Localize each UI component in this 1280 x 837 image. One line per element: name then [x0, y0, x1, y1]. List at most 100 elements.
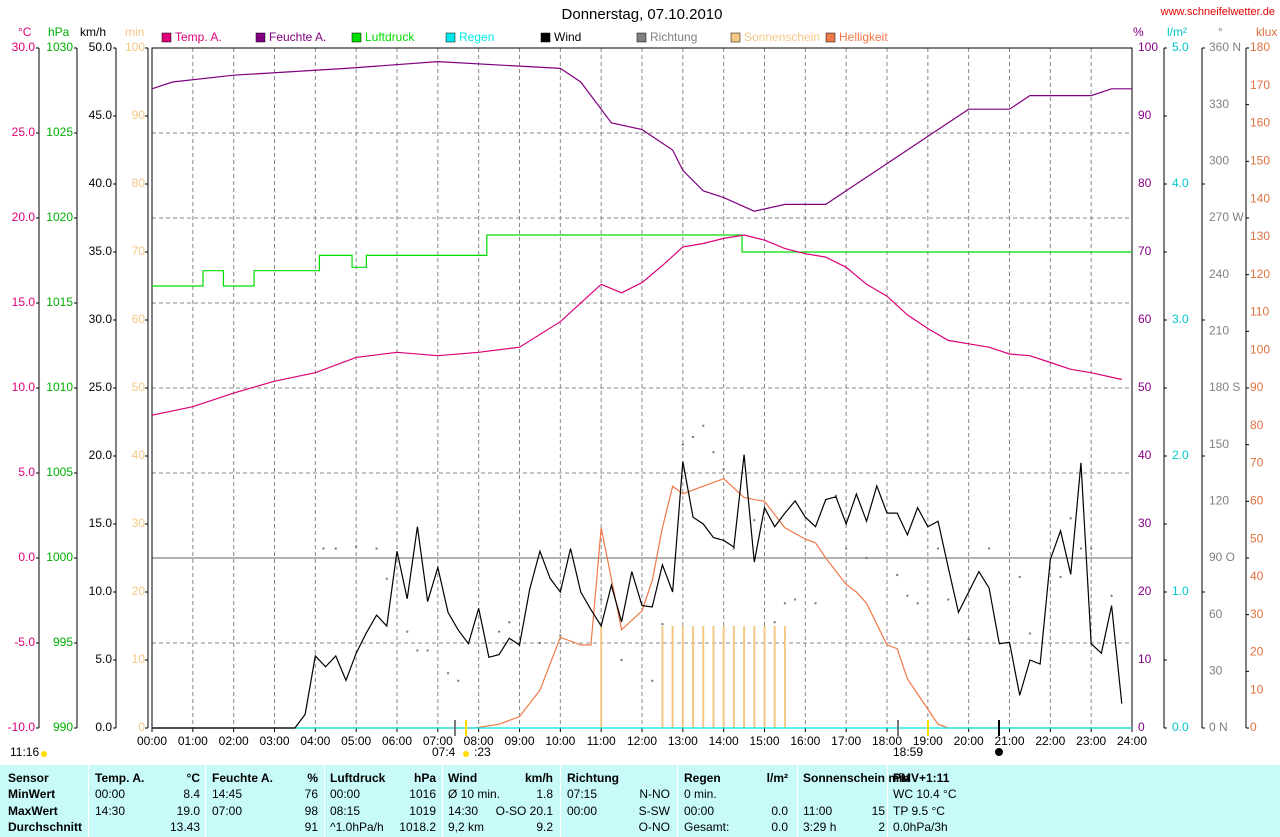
table-cell: MaxWert	[8, 803, 58, 818]
y-tick-label: 0.0	[1172, 720, 1189, 734]
y-tick-label: 360 N	[1209, 40, 1241, 54]
y-tick-label: 130	[1250, 229, 1270, 243]
y-tick-label: 90 O	[1209, 550, 1235, 564]
table-cell: 9,2 km	[448, 820, 485, 834]
direction-dot	[1069, 517, 1072, 520]
y-tick-label: 30	[1209, 664, 1223, 678]
y-tick-label: 0	[138, 720, 145, 734]
column-separator	[205, 765, 206, 837]
y-tick-label: 70	[1138, 244, 1152, 258]
table-cell: Luftdruck	[330, 771, 386, 785]
x-tick-label: 04:00	[300, 734, 330, 748]
y-tick-label: 40.0	[89, 176, 113, 190]
y-tick-label: 995	[53, 635, 73, 649]
y-tick-label: 5.0	[95, 652, 112, 666]
table-cell: Sonnenschein min	[803, 771, 910, 785]
y-tick-label: 50	[1250, 531, 1264, 545]
direction-dot	[620, 658, 623, 662]
y-tick-label: 5.0	[18, 465, 35, 479]
direction-dot	[416, 649, 419, 652]
axis-label: min	[125, 25, 144, 39]
direction-dot	[732, 547, 736, 550]
table-cell: Temp. A.	[95, 771, 145, 785]
y-tick-label: 80	[1250, 418, 1264, 432]
table-cell: Ø 10 min.	[448, 787, 501, 801]
moon-icon	[995, 748, 1003, 756]
y-tick-label: 4.0	[1172, 176, 1189, 190]
y-tick-label: 170	[1250, 78, 1270, 92]
x-tick-label: 12:00	[627, 734, 657, 748]
legend-label: Regen	[459, 30, 494, 44]
y-tick-label: 990	[53, 720, 73, 734]
x-tick-label: 13:00	[668, 734, 698, 748]
y-tick-label: 60	[1138, 312, 1152, 326]
axis-label: °	[1218, 25, 1223, 39]
legend-label: Sonnenschein	[744, 30, 820, 44]
y-tick-label: 20	[1138, 584, 1152, 598]
y-tick-label: 30	[1138, 516, 1152, 530]
y-tick-label: 120	[1250, 267, 1270, 281]
direction-dot	[834, 494, 838, 497]
y-tick-label: 20	[1250, 645, 1264, 659]
direction-dot	[508, 621, 511, 624]
table-cell: hPa	[413, 771, 436, 785]
axis-label: %	[1133, 25, 1144, 39]
y-tick-label: 150	[1250, 154, 1270, 168]
x-tick-label: 05:00	[341, 734, 371, 748]
x-tick-label: 20:00	[954, 734, 984, 748]
y-tick-label: 0	[1250, 720, 1257, 734]
direction-dot	[814, 602, 817, 605]
legend-label: Wind	[554, 30, 581, 44]
direction-dot	[354, 545, 358, 548]
legend-label: Feuchte A.	[269, 30, 326, 44]
x-tick-label: 15:00	[749, 734, 779, 748]
table-cell: 13.43	[169, 820, 200, 834]
table-cell: ^1.0hPa/h	[330, 820, 384, 834]
x-tick-label: 07:00	[423, 734, 453, 748]
column-separator	[442, 765, 443, 837]
direction-dot	[753, 519, 756, 522]
table-cell: 2	[878, 820, 885, 834]
direction-dot	[457, 679, 460, 682]
direction-dot	[712, 451, 715, 454]
annotation: :23	[474, 745, 491, 759]
chart: Donnerstag, 07.10.2010 www.schneifelwett…	[8, 6, 1278, 759]
table-cell: 1018.2	[399, 820, 436, 834]
x-tick-label: 10:00	[545, 734, 575, 748]
direction-dot	[651, 679, 654, 682]
y-tick-label: 160	[1250, 116, 1270, 130]
legend-swatch	[540, 32, 551, 43]
table-cell: Regen	[684, 771, 721, 785]
y-tick-label: 1015	[46, 295, 73, 309]
table-cell: Feuchte A.	[212, 771, 273, 785]
x-tick-label: 09:00	[504, 734, 534, 748]
y-tick-label: 10.0	[12, 380, 36, 394]
y-tick-label: 50	[132, 380, 146, 394]
column-separator	[88, 765, 89, 837]
y-tick-label: 40	[1250, 569, 1264, 583]
direction-dot	[773, 621, 776, 624]
chart-title: Donnerstag, 07.10.2010	[562, 6, 723, 23]
table-cell: Sensor	[8, 771, 49, 785]
annotation: 18:59	[893, 745, 923, 759]
y-tick-label: 30	[132, 516, 146, 530]
table-cell: 00:00	[684, 803, 715, 818]
y-tick-label: 90	[1250, 380, 1264, 394]
y-tick-label: 1010	[46, 380, 73, 394]
y-tick-label: 70	[132, 244, 146, 258]
legend-swatch	[636, 32, 647, 43]
y-tick-label: 30.0	[89, 312, 113, 326]
direction-dot	[426, 649, 429, 652]
legend-label: Richtung	[650, 30, 697, 44]
table-cell: 0 min.	[684, 787, 717, 801]
y-tick-label: 90	[132, 108, 146, 122]
direction-dot	[967, 638, 970, 641]
y-tick-label: 10	[1250, 682, 1264, 696]
legend-swatch	[161, 32, 172, 43]
table-cell: l/m²	[766, 771, 788, 785]
y-tick-label: 120	[1209, 494, 1229, 508]
y-tick-label: 30	[1250, 607, 1264, 621]
legend-swatch	[825, 32, 836, 43]
y-tick-label: -5.0	[14, 635, 35, 649]
y-tick-label: 80	[1138, 176, 1152, 190]
